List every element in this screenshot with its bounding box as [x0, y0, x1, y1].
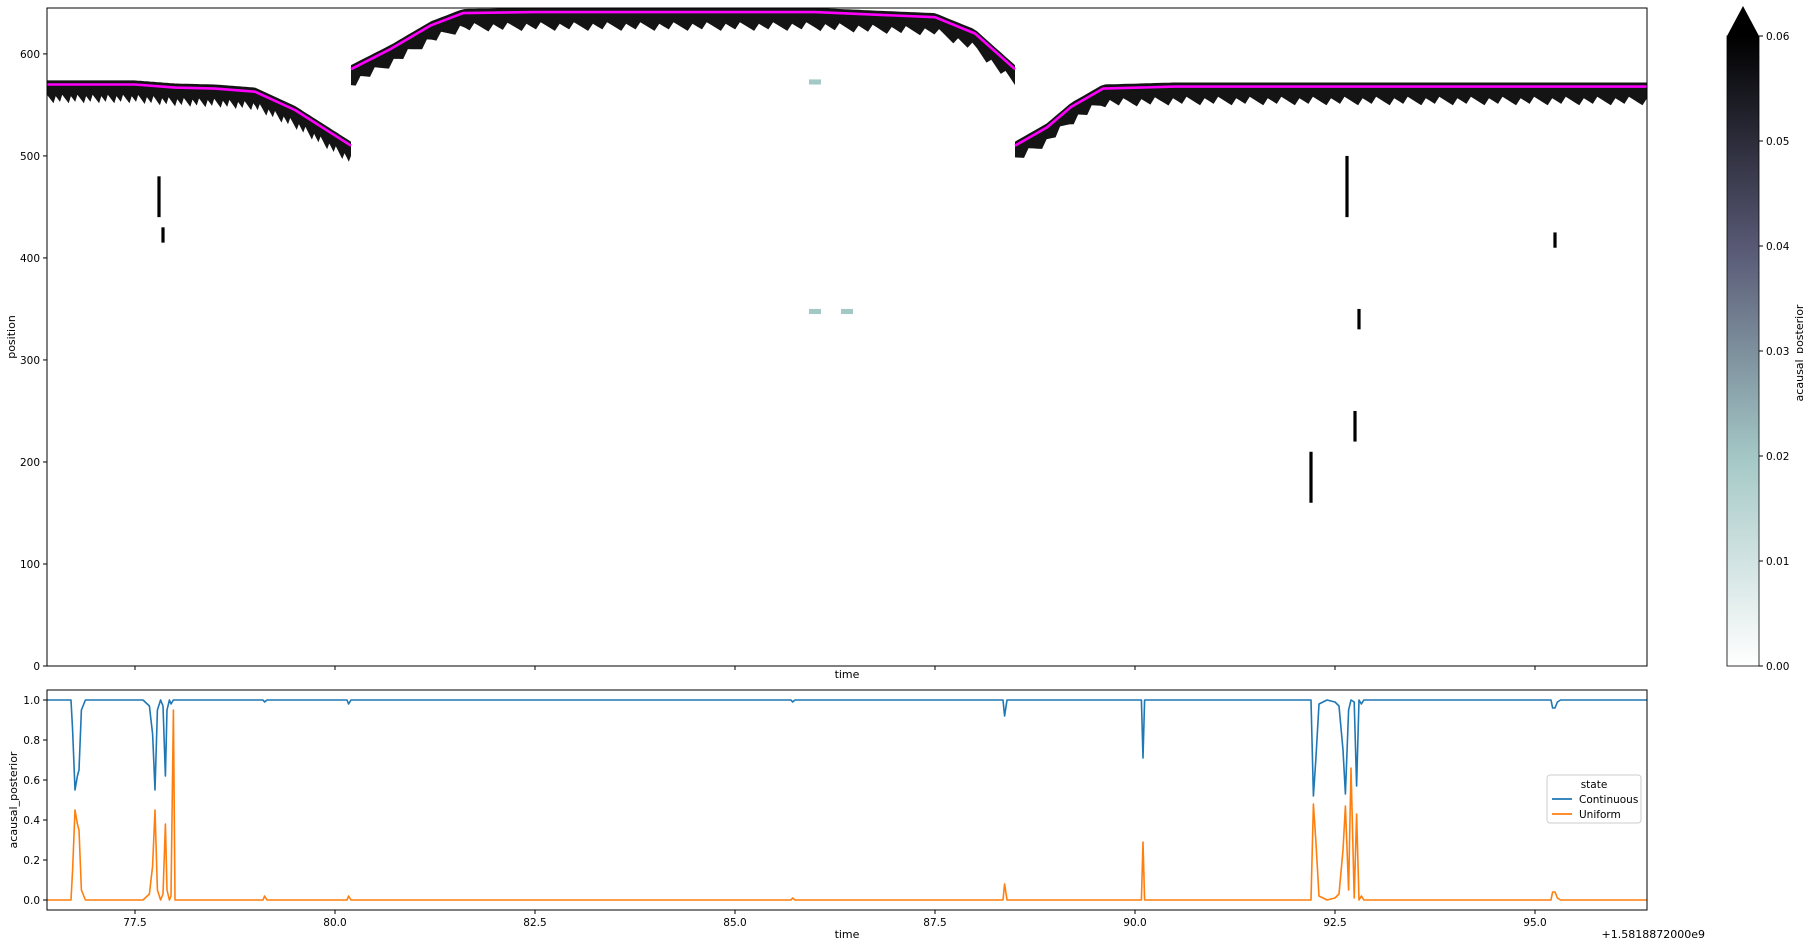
colorbar-tick-label: 0.03	[1766, 346, 1789, 358]
line-y-label: acausal_posterior	[7, 751, 20, 848]
line-x-label: time	[835, 928, 860, 941]
line-y-tick-label: 0.6	[23, 775, 40, 787]
heatmap-y-tick-label: 200	[20, 457, 40, 469]
line-x-tick-label: 85.0	[723, 917, 746, 929]
posterior-band	[1015, 82, 1647, 158]
line-y-tick-label: 1.0	[23, 695, 40, 707]
posterior-band	[351, 8, 1015, 86]
line-x-tick-label: 90.0	[1123, 917, 1146, 929]
series-line-continuous	[47, 699, 1647, 797]
legend-box	[1546, 774, 1642, 824]
line-panel: 0.0 0.2 0.4 0.6 0.8 1.0 77.5 80.0 82.5 85.0 87.5 9…	[7, 689, 1705, 941]
colorbar-gradient	[1726, 35, 1760, 667]
line-x-tick-label: 92.5	[1323, 917, 1346, 929]
colorbar-tick-label: 0.02	[1766, 451, 1789, 463]
heatmap-y-tick-label: 100	[20, 559, 40, 571]
heatmap-y-label: position	[5, 315, 18, 359]
colorbar-tick-label: 0.04	[1766, 241, 1790, 253]
posterior-faint-patch	[841, 308, 853, 315]
heatmap-y-tick-label: 500	[20, 151, 40, 163]
line-plot-area	[47, 690, 1647, 910]
heatmap-y-axis: 0 100 200 300 400 500 600	[20, 49, 47, 673]
legend: state Continuous Uniform	[1546, 774, 1642, 824]
posterior-faint-patch	[809, 79, 821, 85]
heatmap-frame	[46, 7, 1648, 667]
heatmap-x-label: time	[835, 668, 860, 681]
trace-segment	[1014, 85, 1647, 147]
line-x-tick-label: 77.5	[123, 917, 146, 929]
line-y-tick-label: 0.2	[23, 855, 40, 867]
colorbar-tick-label: 0.01	[1766, 556, 1789, 568]
line-x-tick-label: 95.0	[1523, 917, 1546, 929]
line-y-axis: 0.0 0.2 0.4 0.6 0.8 1.0	[23, 695, 47, 907]
heatmap-y-tick-label: 600	[20, 49, 40, 61]
colorbar-label: acausal_posterior	[1793, 304, 1803, 401]
legend-title: state	[1581, 779, 1608, 791]
legend-label-continuous: Continuous	[1579, 794, 1638, 806]
line-y-tick-label: 0.0	[23, 895, 40, 907]
line-frame	[46, 689, 1648, 911]
heatmap-panel: 0 100 200 300 400 500 600 time position	[5, 7, 1648, 681]
colorbar-tick-label: 0.05	[1766, 136, 1789, 148]
heatmap-x-axis	[134, 666, 1536, 670]
colorbar-extend-arrow	[1727, 6, 1759, 36]
posterior-faint-patch	[809, 308, 821, 315]
line-x-tick-label: 87.5	[923, 917, 946, 929]
line-x-axis: 77.5 80.0 82.5 85.0 87.5 90.0 92.5 95.0	[123, 910, 1547, 929]
trace-segment	[47, 83, 352, 147]
line-y-tick-label: 0.8	[23, 735, 40, 747]
heatmap-y-tick-label: 300	[20, 355, 40, 367]
series-line-uniform	[47, 709, 1647, 901]
colorbar-axis: 0.00 0.01 0.02 0.03 0.04 0.05 0.06	[1759, 31, 1790, 673]
line-x-tick-label: 80.0	[323, 917, 346, 929]
x-offset-label: +1.5818872000e9	[1602, 928, 1705, 941]
line-y-tick-label: 0.4	[23, 815, 40, 827]
position-trace	[47, 10, 1647, 147]
colorbar-tick-label: 0.00	[1766, 661, 1789, 673]
line-series	[47, 699, 1647, 901]
legend-label-uniform: Uniform	[1579, 809, 1621, 821]
heatmap-y-tick-label: 0	[33, 661, 40, 673]
line-x-tick-label: 82.5	[523, 917, 546, 929]
trace-segment	[350, 10, 1016, 71]
colorbar-tick-label: 0.06	[1766, 31, 1790, 43]
heatmap-y-tick-label: 400	[20, 253, 40, 265]
colorbar: 0.00 0.01 0.02 0.03 0.04 0.05 0.06 acausal_pos…	[1726, 6, 1803, 673]
heatmap-plot-area	[47, 8, 1647, 666]
